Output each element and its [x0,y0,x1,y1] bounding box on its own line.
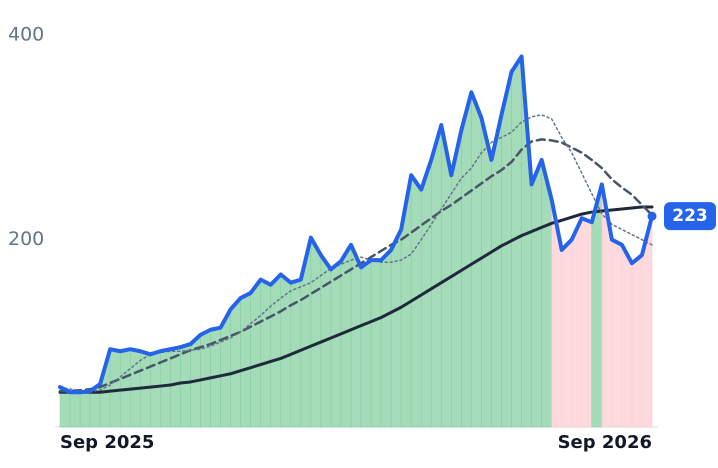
area-segment [350,244,362,428]
x-tick-label: Sep 2025 [60,432,154,453]
area-segment [581,217,593,428]
area-segment [571,218,583,428]
y-tick-label: 400 [8,24,44,46]
area-segment [240,292,251,428]
area-segment [491,114,502,428]
area-segment [501,71,512,428]
area-segment [631,254,643,428]
value-badge-label: 223 [672,206,708,226]
area-segment [431,124,442,428]
area-segment [310,236,322,428]
area-segment [270,273,281,428]
series-line [58,205,654,394]
series-line [58,138,654,393]
area-segment [109,348,121,428]
area-segment [621,244,633,428]
area-segment [330,260,342,428]
area-segment [180,343,191,428]
area-segment [390,229,402,428]
area-segment [250,278,261,428]
area-segment [370,259,382,428]
area-segment [230,297,241,428]
series-line [58,54,654,395]
x-tick-label: Sep 2026 [558,432,652,453]
area-segment [380,249,392,428]
area-segment [481,117,492,428]
last-point [647,211,657,221]
area-segment [561,239,572,428]
area-segment [511,55,522,428]
area-segment [260,279,271,428]
y-tick-label: 200 [8,228,44,250]
area-segment [360,259,372,428]
area-segment [461,92,472,428]
value-badge [664,202,716,231]
area-segment [79,390,91,428]
area-segment [69,391,81,428]
area-segment [531,159,542,428]
area-segment [611,239,623,428]
